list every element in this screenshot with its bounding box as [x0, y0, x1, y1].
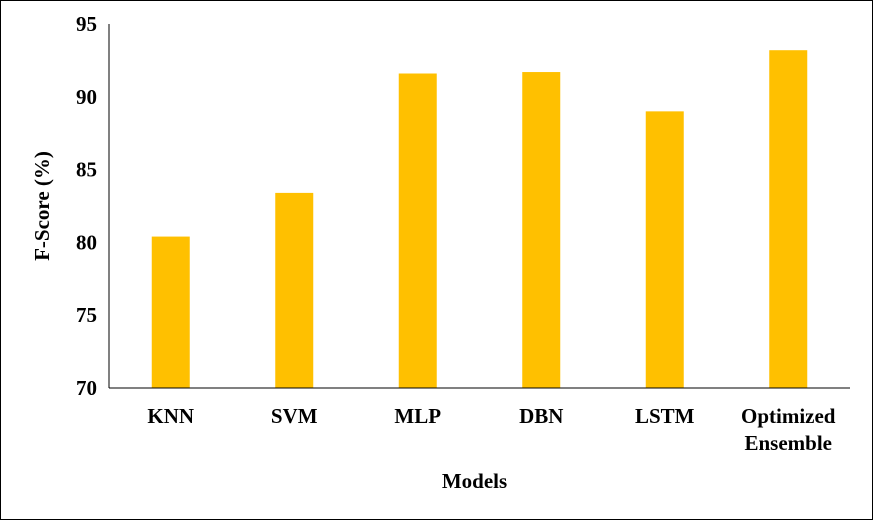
y-tick-label: 75 [76, 303, 97, 327]
y-tick-label: 90 [76, 85, 97, 109]
x-axis-title: Models [442, 469, 507, 493]
y-axis-ticks: 70 75 80 85 90 95 [76, 12, 97, 400]
y-tick-label: 80 [76, 230, 97, 254]
x-tick-label: Ensemble [744, 431, 832, 455]
x-axis-labels: KNN SVM MLP DBN LSTM Optimized Ensemble [147, 404, 835, 455]
y-tick-label: 85 [76, 158, 97, 182]
bar [151, 236, 190, 388]
bar [645, 111, 684, 389]
bar [275, 192, 314, 388]
bar [769, 50, 808, 388]
x-tick-label: KNN [147, 404, 194, 428]
y-axis-title: F-Score (%) [30, 151, 54, 261]
y-tick-label: 95 [76, 12, 97, 36]
bar [522, 72, 561, 388]
bars [151, 50, 808, 389]
axes [108, 24, 850, 389]
bar [398, 73, 437, 388]
x-tick-label: Optimized [741, 404, 836, 428]
x-tick-label: DBN [519, 404, 563, 428]
x-tick-label: SVM [271, 404, 318, 428]
x-tick-label: MLP [394, 404, 441, 428]
x-tick-label: LSTM [635, 404, 695, 428]
y-tick-label: 70 [76, 376, 97, 400]
